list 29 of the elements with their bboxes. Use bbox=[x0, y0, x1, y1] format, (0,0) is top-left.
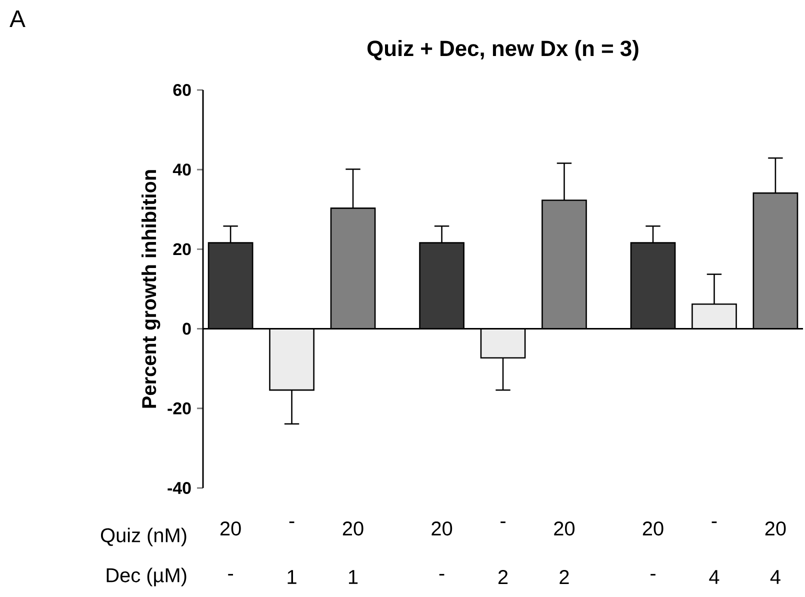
y-tick-label: -20 bbox=[168, 402, 191, 414]
x-tick-label: - bbox=[289, 522, 294, 524]
x-tick-label: - bbox=[712, 522, 717, 524]
text: - bbox=[228, 574, 233, 576]
y-tick-label: 60 bbox=[173, 84, 191, 96]
text: 1 bbox=[348, 570, 358, 584]
text: Quiz (nM) bbox=[100, 528, 186, 546]
text: 2 bbox=[498, 570, 508, 584]
x-tick-label: - bbox=[500, 522, 506, 524]
y-tick-label: 40 bbox=[172, 164, 191, 176]
text: 4 bbox=[770, 570, 780, 584]
x-tick-label: 20 bbox=[432, 522, 452, 536]
x-tick-label: 20 bbox=[554, 522, 575, 536]
y-tick-label: 0 bbox=[182, 322, 191, 335]
y-axis-title: Percent growth inhibition bbox=[142, 170, 160, 408]
x-tick-label: 20 bbox=[765, 522, 786, 536]
text: - bbox=[439, 574, 444, 576]
text: 2 bbox=[560, 570, 569, 584]
text: A bbox=[10, 10, 26, 27]
y-tick-label: -40 bbox=[168, 482, 191, 494]
text: 4 bbox=[709, 570, 720, 584]
x-tick-label: 20 bbox=[642, 522, 664, 536]
text: Dec (µM) bbox=[106, 568, 186, 586]
x-tick-label: 20 bbox=[220, 522, 241, 536]
chart-title: Quiz + Dec, new Dx (n = 3) bbox=[367, 40, 638, 60]
text: 1 bbox=[288, 570, 296, 584]
text: - bbox=[650, 574, 656, 576]
y-tick-label: 20 bbox=[173, 243, 191, 256]
x-tick-label: 20 bbox=[342, 522, 364, 536]
